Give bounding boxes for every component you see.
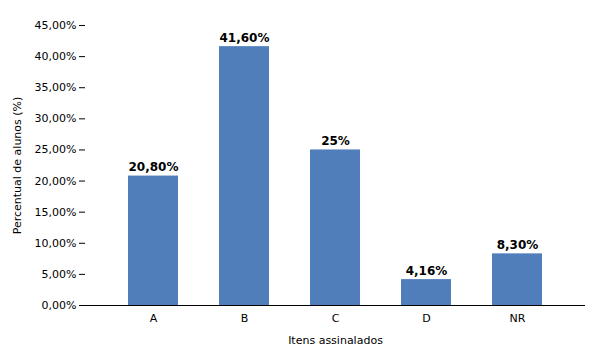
svg-text:5,00%: 5,00%	[42, 268, 77, 281]
svg-text:41,60%: 41,60%	[220, 31, 270, 45]
svg-text:0,00%: 0,00%	[42, 299, 77, 312]
svg-text:8,30%: 8,30%	[497, 238, 539, 252]
svg-text:Itens assinalados: Itens assinalados	[288, 334, 383, 347]
svg-text:NR: NR	[510, 312, 526, 325]
svg-text:30,00%: 30,00%	[35, 112, 77, 125]
svg-text:40,00%: 40,00%	[35, 50, 77, 63]
svg-text:A: A	[150, 312, 158, 325]
svg-text:25%: 25%	[321, 134, 350, 148]
svg-text:B: B	[241, 312, 249, 325]
svg-text:20,80%: 20,80%	[129, 160, 179, 174]
svg-text:15,00%: 15,00%	[35, 206, 77, 219]
svg-text:10,00%: 10,00%	[35, 237, 77, 250]
svg-text:20,00%: 20,00%	[35, 175, 77, 188]
svg-text:D: D	[422, 312, 430, 325]
svg-text:45,00%: 45,00%	[35, 19, 77, 32]
svg-text:Percentual de alunos (%): Percentual de alunos (%)	[11, 97, 24, 235]
svg-text:C: C	[332, 312, 340, 325]
svg-text:25,00%: 25,00%	[35, 143, 77, 156]
svg-text:4,16%: 4,16%	[406, 264, 448, 278]
svg-text:35,00%: 35,00%	[35, 81, 77, 94]
